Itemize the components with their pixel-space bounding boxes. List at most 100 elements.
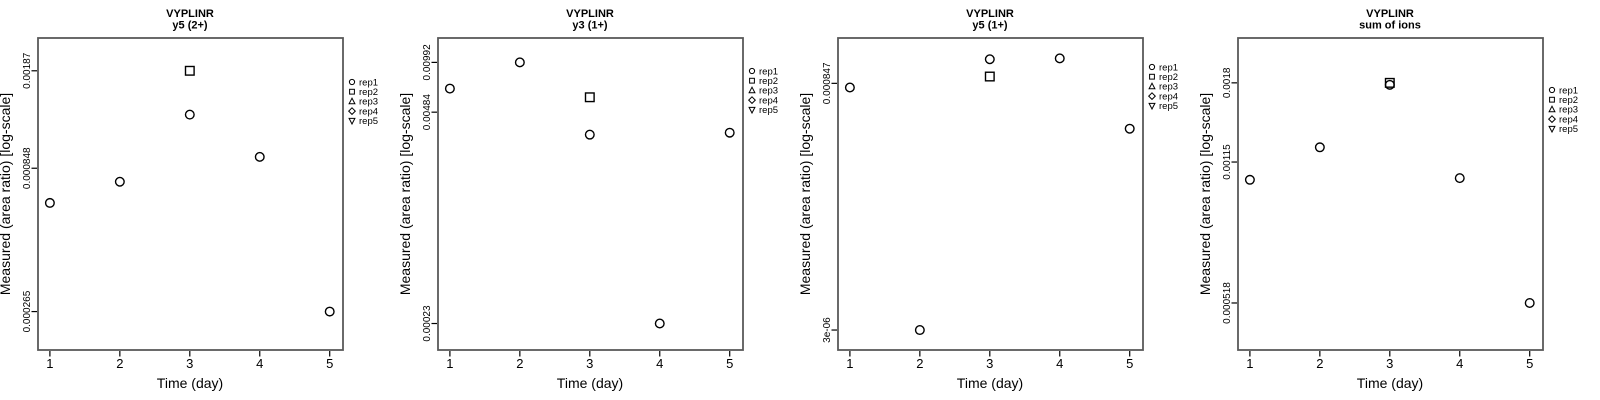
data-point-circle — [324, 306, 335, 317]
chart-panel-y5-2plus: 1 2 3 4 5 0.00187 0.000848 0.000265 rep1 rep2 rep3… — [0, 0, 400, 400]
data-point-circle — [1314, 142, 1325, 153]
data-point-square — [184, 65, 195, 76]
legend-label: rep4 — [759, 95, 778, 106]
legend-symbol-triangle-down — [1548, 125, 1556, 134]
data-point-circle — [514, 57, 525, 68]
chart-panel-y5-1plus: 1 2 3 4 5 0.000847 3e-06 rep1 rep2 rep3 rep4 rep5 V… — [800, 0, 1200, 400]
x-tick-label: 2 — [116, 356, 123, 371]
x-tick-label: 2 — [516, 356, 523, 371]
x-tick-label: 4 — [256, 356, 263, 371]
y-axis-label: Measured (area ratio) [log-scale] — [0, 93, 13, 295]
y-tick-label: 0.000265 — [22, 290, 33, 332]
x-axis-label: Time (day) — [157, 375, 223, 391]
x-tick-label: 5 — [326, 356, 333, 371]
legend-label: rep5 — [1559, 124, 1578, 135]
data-point-circle — [444, 83, 455, 94]
plot-border — [1237, 37, 1544, 351]
x-tick-label: 3 — [186, 356, 193, 371]
chart-title: VYPLINR — [566, 8, 614, 20]
scatter-plot-y5-2plus: 1 2 3 4 5 0.00187 0.000848 0.000265 rep1rep2rep3… — [0, 8, 378, 391]
legend-label: rep5 — [759, 105, 778, 116]
y-tick-label: 0.00992 — [422, 44, 433, 81]
legend-symbol-circle — [348, 78, 356, 86]
data-point-square — [1384, 77, 1395, 88]
data-point-circle — [724, 127, 735, 138]
y-tick-label: 0.00115 — [1222, 144, 1233, 180]
x-tick-label: 1 — [446, 356, 453, 371]
y-axis-label: Measured (area ratio) [log-scale] — [1200, 93, 1213, 295]
chart-panel-y3-1plus: 1 2 3 4 5 0.00992 0.00484 0.00023 rep1 rep2 rep3 re… — [400, 0, 800, 400]
x-axis-label: Time (day) — [957, 375, 1023, 391]
legend-symbol-circle — [1148, 63, 1156, 71]
legend-label: rep3 — [1159, 82, 1178, 93]
data-point-circle — [1524, 297, 1535, 308]
chart-title: VYPLINR — [966, 8, 1014, 20]
legend-symbol-diamond — [1547, 115, 1557, 124]
x-tick-label: 1 — [46, 356, 53, 371]
data-point-circle — [184, 109, 195, 120]
legend-label: rep1 — [1159, 62, 1178, 73]
data-point-circle — [1054, 53, 1065, 64]
legend-label: rep5 — [1159, 101, 1178, 112]
y-tick-label: 0.000518 — [1222, 282, 1233, 324]
legend-symbol-triangle-down — [348, 117, 356, 126]
legend-label: rep1 — [759, 66, 778, 77]
data-point-circle — [1244, 174, 1255, 185]
legend-symbol-circle — [1548, 86, 1556, 94]
legend-symbol-triangle-down — [1148, 102, 1156, 111]
x-tick-label: 5 — [1126, 356, 1133, 371]
x-tick-label: 4 — [656, 356, 663, 371]
x-tick-label: 2 — [1316, 356, 1323, 371]
legend-symbol-square — [349, 88, 355, 95]
plot-generated-layer: 1 2 3 4 50.009920.004840.00023rep1rep2rep3re… — [422, 37, 778, 371]
data-point-circle — [844, 82, 855, 93]
y-tick-label: 3e-06 — [822, 317, 833, 343]
legend-symbol-triangle-up — [1148, 82, 1156, 90]
legend-symbol-triangle-up — [748, 86, 756, 94]
legend-label: rep4 — [1159, 91, 1178, 102]
data-point-circle — [984, 54, 995, 65]
x-tick-label: 1 — [1246, 356, 1253, 371]
legend-symbol-square — [1149, 73, 1155, 80]
legend-symbol-diamond — [747, 96, 757, 105]
legend-label: rep5 — [359, 116, 378, 127]
y-tick-label: 0.000848 — [22, 147, 33, 189]
data-point-circle — [114, 176, 125, 187]
legend-label: rep1 — [1559, 85, 1578, 96]
chart-subtitle: y3 (1+) — [572, 20, 607, 32]
y-axis-label: Measured (area ratio) [log-scale] — [400, 93, 413, 295]
data-point-circle — [584, 129, 595, 140]
legend-label: rep2 — [359, 87, 378, 98]
legend-label: rep2 — [1559, 95, 1578, 106]
data-point-circle — [654, 318, 665, 329]
legend-label: rep1 — [359, 77, 378, 88]
x-tick-label: 4 — [1056, 356, 1063, 371]
x-tick-label: 3 — [986, 356, 993, 371]
x-tick-label: 4 — [1456, 356, 1463, 371]
y-tick-label: 0.00187 — [22, 52, 33, 89]
legend-label: rep4 — [359, 106, 378, 117]
legend-label: rep3 — [759, 86, 778, 97]
legend-label: rep2 — [759, 76, 778, 87]
plot-border — [37, 37, 344, 351]
plot-generated-layer: 1 2 3 4 5 0.00187 0.000848 0.000265 rep1rep2rep3… — [22, 37, 378, 371]
x-tick-label: 3 — [1386, 356, 1393, 371]
data-point-circle — [1124, 123, 1135, 134]
scatter-plot-y3-1plus: 1 2 3 4 50.009920.004840.00023rep1rep2rep3re… — [400, 8, 778, 391]
x-axis-label: Time (day) — [557, 375, 623, 391]
x-tick-label: 2 — [916, 356, 923, 371]
data-point-circle — [914, 325, 925, 336]
chart-title: VYPLINR — [1366, 8, 1414, 20]
legend-symbol-square — [1549, 96, 1555, 103]
legend-symbol-circle — [748, 67, 756, 75]
y-tick-label: 0.0018 — [1222, 67, 1233, 98]
chart-panel-sum-of-ions: 1 2 3 4 5 0.0018 0.00115 0.000518 rep1 rep2 rep3 re… — [1200, 0, 1600, 400]
legend-symbol-diamond — [347, 107, 357, 116]
data-point-square — [584, 92, 595, 103]
x-axis-label: Time (day) — [1357, 375, 1423, 391]
legend-label: rep2 — [1159, 72, 1178, 83]
y-tick-label: 0.000847 — [822, 62, 833, 104]
